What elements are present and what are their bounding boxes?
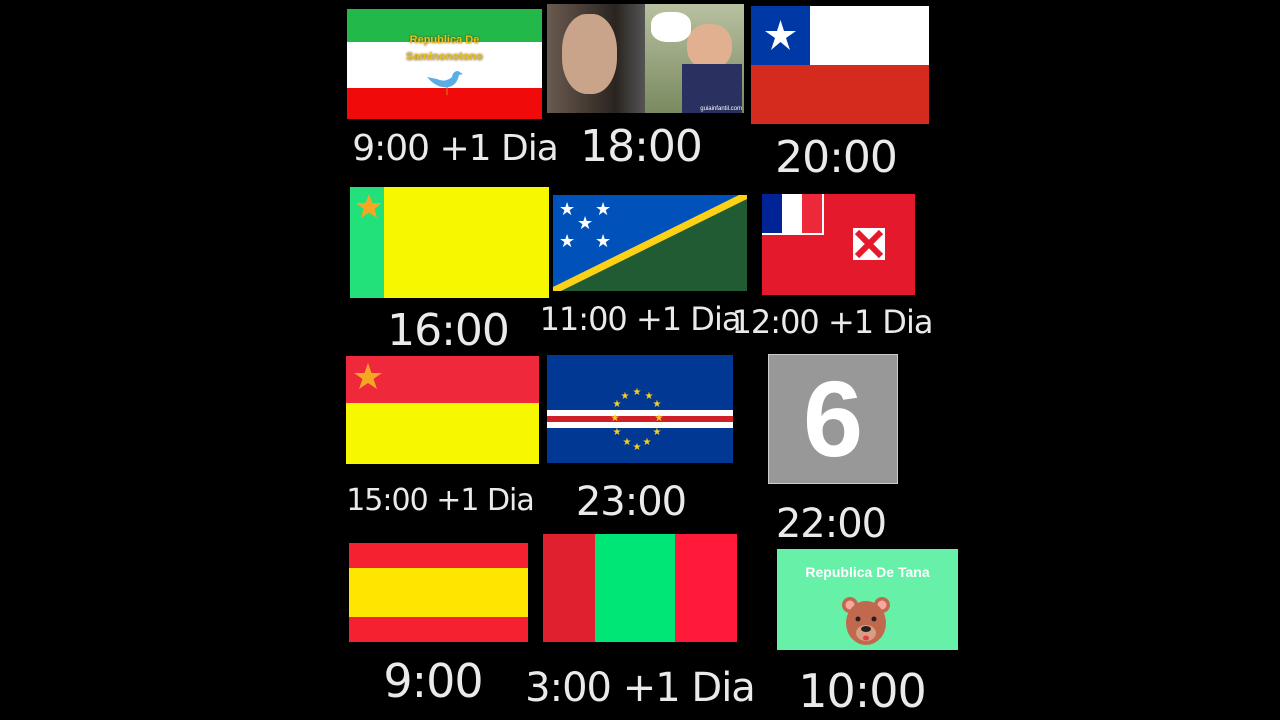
svg-text:★: ★ (559, 231, 575, 252)
svg-text:★: ★ (595, 231, 611, 252)
svg-text:★: ★ (643, 437, 652, 448)
flag-republica-de-tana: Republica De Tana (777, 549, 958, 650)
number-tile: 6 (768, 354, 898, 484)
tile-number: 6 (802, 358, 864, 479)
time-label: 9:00 (383, 654, 483, 708)
svg-text:★: ★ (613, 427, 622, 438)
flag-green-yellow-star (350, 187, 549, 298)
flag-spain (349, 543, 528, 642)
flag-red-green-red (543, 534, 737, 642)
flag-cape-verde: ★ ★ ★ ★ ★ ★ ★ ★ ★ ★ ★ ★ (547, 355, 733, 463)
flag-red-yellow-star (346, 356, 539, 464)
time-label: 18:00 (580, 121, 703, 172)
watermark: guiainfantil.com (700, 106, 742, 112)
time-label: 23:00 (575, 479, 687, 525)
flag-saminonotono: Republica De Saminonotono (347, 9, 542, 119)
svg-text:★: ★ (653, 399, 662, 410)
time-label: 16:00 (387, 305, 510, 356)
time-label: 15:00 +1 Dia (346, 483, 535, 518)
time-label: 9:00 +1 Dia (352, 128, 559, 169)
svg-text:★: ★ (633, 442, 642, 453)
bear-icon (839, 593, 893, 647)
flag-text: Saminonotono (406, 51, 483, 63)
svg-text:★: ★ (613, 399, 622, 410)
svg-text:★: ★ (611, 413, 620, 424)
time-label: 20:00 (775, 132, 898, 183)
time-label: 11:00 +1 Dia (539, 300, 742, 338)
children-photo: guiainfantil.com (547, 4, 744, 113)
svg-text:★: ★ (559, 199, 575, 220)
flag-chile (751, 6, 929, 124)
svg-text:★: ★ (623, 437, 632, 448)
svg-text:★: ★ (577, 213, 593, 234)
svg-text:★: ★ (655, 413, 664, 424)
time-label: 10:00 (798, 664, 927, 718)
flag-text: Republica De Tana (805, 564, 930, 580)
time-label: 12:00 +1 Dia (731, 303, 934, 341)
svg-text:★: ★ (645, 391, 654, 402)
svg-text:★: ★ (653, 427, 662, 438)
time-label: 22:00 (775, 501, 887, 547)
svg-text:★: ★ (595, 199, 611, 220)
flag-solomon-islands: ★ ★ ★ ★ ★ (553, 195, 747, 291)
svg-text:★: ★ (621, 391, 630, 402)
svg-text:★: ★ (633, 387, 642, 398)
flag-wallis-and-futuna (762, 194, 915, 295)
flag-text: Republica De (409, 34, 480, 46)
bird-icon (425, 67, 465, 97)
time-label: 3:00 +1 Dia (525, 665, 756, 711)
